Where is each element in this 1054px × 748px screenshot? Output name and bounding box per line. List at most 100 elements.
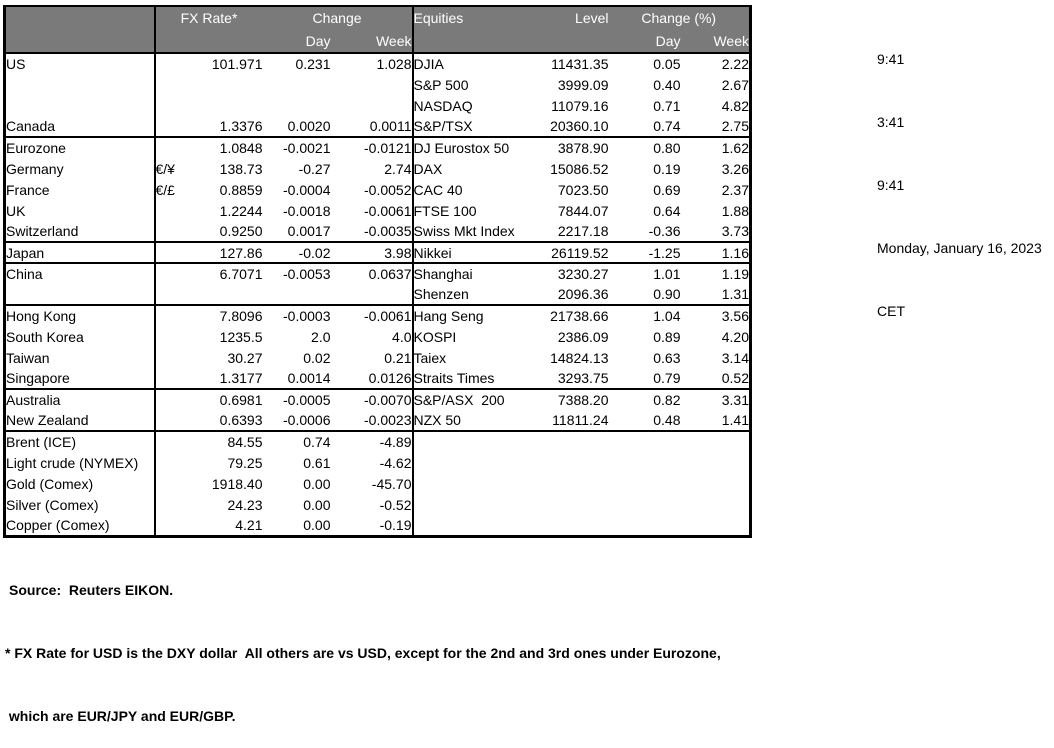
equity-level-cell: 2217.18 [557,223,609,239]
equity-level-cell: 2096.36 [557,286,609,302]
fx-note-line1: * FX Rate for USD is the DXY dollar All … [5,645,721,661]
table-row: Shenzen 2096.36 0.90 1.31 [5,284,751,305]
equity-name-cell: Shenzen [411,284,543,305]
fx-day-cell: 0.0014 [287,370,331,386]
equity-level-cell: 3999.09 [557,76,609,93]
equity-name-cell: DJ Eurostox 50 [411,136,543,158]
fx-pair-cell [153,95,189,116]
fx-week-cell: -0.0035 [364,223,412,239]
table-row: Hong Kong 7.8096 -0.0003 -0.0061 Hang Seng 21… [4,304,751,326]
equity-name-cell: Taiex [411,347,543,368]
table-row: Switzerland 0.9250 0.0017 -0.0035 Swiss Mkt … [5,221,751,242]
equity-name-cell: Straits Times [411,368,543,389]
fx-pair-cell [153,410,189,431]
equity-day-cell: 0.40 [653,76,681,93]
equity-day-cell: 0.48 [653,412,681,428]
fx-pair-cell [153,136,189,158]
equity-day-cell: 0.05 [653,56,681,72]
table-row: NASDAQ 11079.16 0.71 4.82 [5,95,751,116]
fx-day-cell: -0.02 [262,241,331,263]
fx-week-cell: 0.0126 [368,370,412,386]
source-note: Source: Reuters EIKON. [9,582,174,598]
equity-level-cell: 11431.35 [551,56,609,72]
equity-name-cell: NZX 50 [411,410,543,431]
fx-day-cell: -0.0018 [283,202,331,219]
fx-day-cell: -0.27 [298,160,331,177]
fx-week-cell: 0.0637 [330,262,413,284]
equity-day-cell: 0.63 [653,349,681,366]
fx-day-cell: -0.0005 [262,388,331,410]
equity-name-cell: Swiss Mkt Index [411,221,543,242]
equity-level-cell: 11811.24 [552,412,609,428]
fx-week-cell: -0.19 [379,516,412,533]
country-cell: Brent (ICE) [4,430,155,452]
equity-day-cell: 0.82 [608,388,681,410]
header-fx-week: Week [330,29,413,54]
equity-name-cell [411,430,543,452]
table-row: South Korea 1235.5 2.0 4.0 KOSPI 2386.09 0.89 4… [5,326,751,347]
header-blank [4,29,155,54]
equity-day-cell [609,515,681,536]
fx-week-cell: -0.0061 [330,304,413,326]
equity-week-cell [681,515,751,536]
fx-note-line2: which are EUR/JPY and EUR/GBP. [5,708,236,724]
fx-day-cell: 0.00 [303,475,331,492]
country-cell [5,95,155,116]
fx-rate-cell: 1918.40 [211,475,263,492]
fx-week-cell: 4.0 [392,328,412,345]
country-cell: Taiwan [6,349,50,366]
equity-name-cell: Nikkei [411,241,543,263]
fx-rate-cell [189,74,263,95]
fx-week-cell: -0.0121 [330,136,413,158]
equity-day-cell: 1.01 [608,262,681,284]
equity-week-cell [680,430,751,452]
equity-week-cell: 4.82 [721,97,749,114]
equity-level-cell [543,473,609,494]
equity-week-cell [681,452,751,473]
fx-day-cell [263,95,331,116]
fx-pair-cell [153,221,189,242]
fx-week-cell: -0.0023 [364,412,412,428]
fx-day-cell: 0.231 [295,56,331,72]
fx-week-cell [331,95,413,116]
equity-week-cell: 2.67 [721,76,749,93]
fx-rate-cell: 4.21 [235,516,263,533]
header-level: Level [542,6,609,29]
equity-day-cell: 0.79 [653,370,681,386]
equity-level-cell [543,452,609,473]
country-cell: France [6,181,50,198]
equity-day-cell: 0.64 [653,202,681,219]
equity-week-cell: 1.88 [721,202,749,219]
fx-rate-cell: 30.27 [227,349,263,366]
header-change-pct: Change (%) [608,6,751,29]
fx-day-cell: -0.0021 [262,136,331,158]
time-line-1: 9:41 [877,51,905,67]
equity-day-cell: 0.74 [653,118,681,134]
country-cell: Canada [6,118,56,134]
equity-week-cell: 2.75 [721,118,749,134]
equity-level-cell [543,515,609,536]
table-row: Australia 0.6981 -0.0005 -0.0070 S&P/ASX 200… [4,388,751,410]
fx-rate-cell: 24.23 [227,496,263,513]
table-row: China 6.7071 -0.0053 0.0637 Shanghai 3230.27 1… [4,262,751,284]
table-row: Light crude (NYMEX) 79.25 0.61 -4.62 [5,452,751,473]
equity-level-cell: 7023.50 [557,181,609,198]
header-blank [153,29,189,54]
fx-pair-cell [153,284,189,305]
fx-week-cell: -0.0061 [364,202,412,219]
equity-level-cell: 26119.52 [542,241,609,263]
fx-day-cell: 2.0 [311,328,331,345]
fx-rate-cell: 138.73 [219,160,263,177]
equity-level-cell: 21738.66 [542,304,609,326]
header-corner-blank [4,6,155,29]
fx-rate-cell [189,95,263,116]
fx-pair-cell [153,241,189,263]
fx-rate-cell: 1.3376 [219,118,263,134]
fx-day-cell: -0.0004 [283,181,331,198]
equity-name-cell: CAC 40 [411,179,543,200]
fx-week-cell: 0.21 [384,349,412,366]
fx-pair-cell [153,430,189,452]
country-cell: Gold (Comex) [6,475,94,492]
fx-week-cell [331,74,413,95]
equity-level-cell [542,430,609,452]
